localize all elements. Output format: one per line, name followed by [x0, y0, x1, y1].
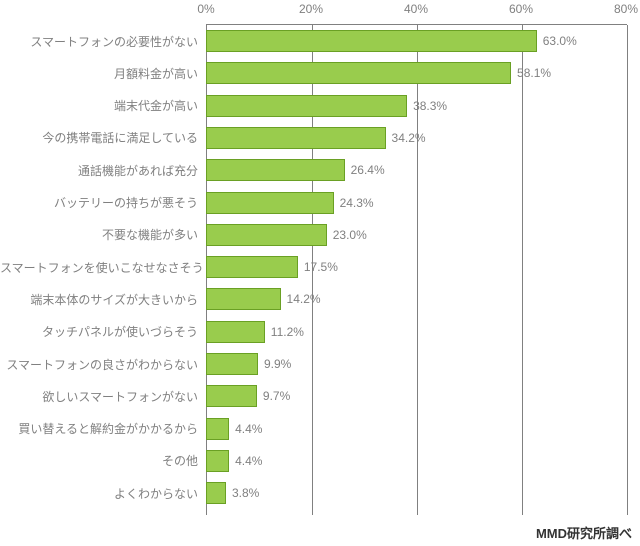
value-label: 9.9% — [258, 357, 291, 371]
bar-row: その他 4.4% — [0, 450, 640, 472]
x-tick-label: 80% — [614, 2, 638, 16]
value-label: 17.5% — [298, 260, 338, 274]
bar — [206, 288, 281, 310]
value-label: 26.4% — [345, 163, 385, 177]
chart-rows: スマートフォンの必要性がない 63.0% 月額料金が高い 58.1% 端末代金が高い 38… — [0, 24, 640, 514]
bar — [206, 159, 345, 181]
bar — [206, 224, 327, 246]
value-label: 3.8% — [226, 486, 259, 500]
category-label: その他 — [0, 452, 206, 469]
category-label: 買い替えると解約金がかかるから — [0, 420, 206, 437]
bar — [206, 30, 537, 52]
category-label: 端末本体のサイズが大きいから — [0, 291, 206, 308]
bar-row: 端末代金が高い 38.3% — [0, 95, 640, 117]
value-label: 11.2% — [265, 325, 304, 339]
footer-text: MMD研究所調べ — [536, 526, 632, 541]
bar-row: 欲しいスマートフォンがない 9.7% — [0, 385, 640, 407]
value-label: 23.0% — [327, 228, 367, 242]
category-label: スマートフォンを使いこなせなさそう — [0, 259, 206, 276]
bar-row: よくわからない 3.8% — [0, 482, 640, 504]
bar-row: 買い替えると解約金がかかるから 4.4% — [0, 418, 640, 440]
category-label: よくわからない — [0, 485, 206, 502]
category-label: 通話機能があれば充分 — [0, 162, 206, 179]
bar — [206, 127, 386, 149]
value-label: 14.2% — [281, 292, 321, 306]
bar — [206, 385, 257, 407]
value-label: 34.2% — [386, 131, 426, 145]
bar — [206, 95, 407, 117]
category-label: バッテリーの持ちが悪そう — [0, 194, 206, 211]
bar — [206, 62, 511, 84]
bar-row: バッテリーの持ちが悪そう 24.3% — [0, 192, 640, 214]
x-axis-labels: 0% 20% 40% 60% 80% — [0, 0, 640, 24]
x-tick-label: 20% — [299, 2, 323, 16]
category-label: スマートフォンの良さがわからない — [0, 356, 206, 373]
category-label: 端末代金が高い — [0, 97, 206, 114]
value-label: 4.4% — [229, 422, 262, 436]
bar — [206, 353, 258, 375]
x-tick-label: 0% — [197, 2, 214, 16]
value-label: 24.3% — [334, 196, 374, 210]
bar-row: 通話機能があれば充分 26.4% — [0, 159, 640, 181]
category-label: 今の携帯電話に満足している — [0, 129, 206, 146]
category-label: スマートフォンの必要性がない — [0, 33, 206, 50]
bar-row: スマートフォンの良さがわからない 9.9% — [0, 353, 640, 375]
bar — [206, 256, 298, 278]
bar-row: スマートフォンの必要性がない 63.0% — [0, 30, 640, 52]
bar-row: 今の携帯電話に満足している 34.2% — [0, 127, 640, 149]
value-label: 9.7% — [257, 389, 290, 403]
category-label: タッチパネルが使いづらそう — [0, 323, 206, 340]
category-label: 欲しいスマートフォンがない — [0, 388, 206, 405]
value-label: 38.3% — [407, 99, 447, 113]
category-label: 不要な機能が多い — [0, 226, 206, 243]
bar-row: 月額料金が高い 58.1% — [0, 62, 640, 84]
value-label: 4.4% — [229, 454, 262, 468]
chart-footer: MMD研究所調べ — [536, 523, 632, 542]
bar — [206, 321, 265, 343]
value-label: 58.1% — [511, 66, 551, 80]
bar — [206, 450, 229, 472]
bar-row: 端末本体のサイズが大きいから 14.2% — [0, 288, 640, 310]
bar-chart: 0% 20% 40% 60% 80% スマートフォンの必要性がない 63.0% 月額料金が高… — [0, 0, 640, 546]
bar-row: 不要な機能が多い 23.0% — [0, 224, 640, 246]
value-label: 63.0% — [537, 34, 577, 48]
bar — [206, 192, 334, 214]
x-tick-label: 60% — [509, 2, 533, 16]
category-label: 月額料金が高い — [0, 65, 206, 82]
x-tick-label: 40% — [404, 2, 428, 16]
bar-row: スマートフォンを使いこなせなさそう 17.5% — [0, 256, 640, 278]
bar-row: タッチパネルが使いづらそう 11.2% — [0, 321, 640, 343]
bar — [206, 482, 226, 504]
bar — [206, 418, 229, 440]
